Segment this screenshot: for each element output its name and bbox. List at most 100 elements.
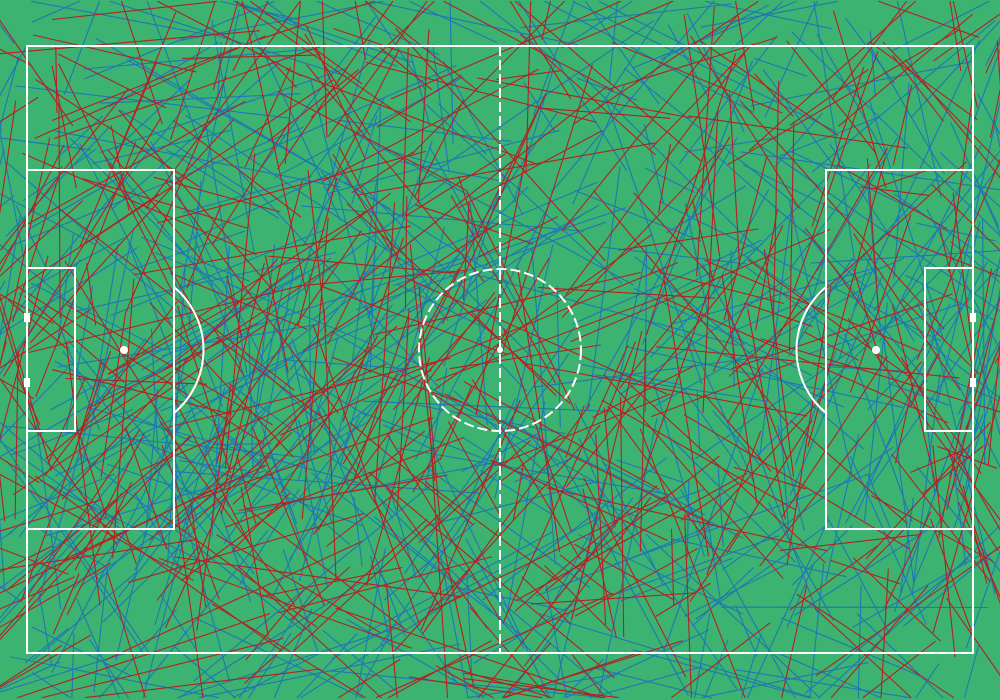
team_b-pass-line: [509, 0, 572, 99]
team_a-pass-line: [397, 447, 671, 496]
team_a-pass-line: [686, 12, 745, 133]
team_a-pass-line: [971, 169, 1000, 227]
team_a-pass-line: [31, 0, 210, 36]
team_a-pass-line: [952, 478, 972, 532]
team_a-pass-line: [0, 259, 81, 375]
team_b-pass-line: [930, 518, 972, 631]
team_b-pass-line: [0, 240, 17, 265]
left-penalty-arc: [173, 286, 205, 414]
team_b-pass-line: [79, 11, 177, 247]
team_b-pass-line: [0, 255, 49, 441]
right-goal-post-bottom: [970, 378, 976, 387]
team_b-pass-line: [27, 429, 141, 597]
team_b-pass-line: [377, 74, 463, 128]
team_a-pass-line: [746, 519, 829, 699]
team_a-pass-line: [232, 652, 322, 699]
team_b-pass-line: [863, 528, 906, 570]
team_b-pass-line: [118, 109, 275, 293]
team_a-pass-line: [533, 0, 575, 116]
team_b-pass-line: [297, 177, 338, 327]
team_a-pass-line: [15, 205, 46, 266]
team_b-pass-line: [82, 178, 249, 229]
team_b-pass-line: [0, 435, 191, 641]
team_b-pass-line: [277, 556, 492, 614]
team_a-pass-line: [691, 567, 754, 627]
team_b-pass-line: [786, 40, 877, 154]
team_a-pass-line: [667, 24, 709, 98]
team_b-pass-line: [173, 119, 302, 218]
team_b-pass-line: [0, 19, 74, 127]
team_b-pass-line: [524, 496, 652, 667]
team_b-pass-line: [803, 331, 859, 361]
team_a-pass-line: [539, 613, 813, 699]
team_b-pass-line: [450, 195, 556, 384]
team_a-pass-line: [803, 229, 928, 382]
team_b-pass-line: [66, 481, 133, 616]
team_b-pass-line: [108, 211, 367, 375]
team_b-pass-line: [892, 54, 944, 122]
team_a-pass-line: [965, 286, 1000, 490]
team_b-pass-line: [112, 279, 135, 559]
team_b-pass-line: [365, 357, 430, 587]
team_a-pass-line: [891, 0, 990, 52]
team_b-pass-line: [157, 150, 427, 224]
team_a-pass-line: [605, 98, 703, 385]
team_b-pass-line: [426, 496, 666, 614]
team_b-pass-line: [645, 53, 737, 335]
team_b-pass-line: [240, 486, 269, 637]
team_a-pass-line: [464, 438, 542, 489]
team_b-pass-line: [357, 142, 656, 196]
team_a-pass-line: [59, 115, 104, 156]
team_b-pass-line: [948, 84, 975, 273]
team_a-pass-line: [643, 123, 664, 203]
team_a-pass-line: [0, 531, 83, 624]
team_a-pass-line: [993, 119, 1000, 150]
team_a-pass-line: [660, 4, 769, 60]
team_a-pass-line: [438, 103, 487, 155]
team_b-pass-line: [574, 548, 698, 617]
team_b-pass-line: [157, 0, 302, 77]
team_b-pass-line: [0, 193, 159, 301]
team_b-pass-line: [663, 275, 710, 557]
team_a-pass-line: [408, 0, 497, 43]
team_b-pass-line: [910, 448, 967, 473]
team_b-pass-line: [216, 534, 381, 633]
team_a-pass-line: [971, 367, 1000, 460]
team_a-pass-line: [666, 185, 747, 233]
team_b-pass-line: [649, 136, 731, 276]
team_a-pass-line: [915, 524, 1000, 608]
team_b-pass-line: [368, 471, 615, 678]
team_b-pass-line: [475, 145, 529, 416]
team_a-pass-line: [578, 438, 616, 528]
team_b-pass-line: [892, 84, 913, 166]
team_b-pass-line: [33, 34, 197, 73]
team_a-pass-line: [39, 480, 209, 565]
team_a-pass-line: [0, 280, 6, 291]
team_a-pass-line: [410, 55, 430, 123]
team_b-pass-line: [449, 344, 601, 370]
left-goal-post-bottom: [24, 378, 30, 387]
team_b-pass-line: [86, 322, 259, 410]
team_b-pass-line: [595, 433, 607, 625]
team_b-pass-line: [418, 440, 531, 543]
team_b-pass-line: [781, 585, 808, 699]
team_b-pass-line: [181, 502, 287, 582]
team_b-pass-line: [35, 141, 137, 398]
team_b-pass-line: [338, 659, 401, 699]
team_b-pass-line: [444, 393, 711, 524]
team_a-pass-line: [424, 368, 448, 489]
team_b-pass-line: [326, 457, 442, 547]
team_b-pass-line: [658, 271, 784, 304]
team_b-pass-line: [683, 14, 721, 257]
team_b-pass-line: [604, 341, 636, 420]
team_a-pass-line: [432, 44, 450, 173]
team_a-pass-line: [965, 550, 1000, 649]
team_b-pass-line: [244, 66, 292, 168]
team_a-pass-line: [871, 298, 1000, 486]
team_a-pass-line: [620, 557, 734, 602]
team_a-pass-line: [721, 447, 894, 571]
team_b-pass-line: [374, 202, 396, 502]
team_b-pass-line: [406, 277, 667, 395]
team_a-pass-line: [410, 403, 566, 435]
